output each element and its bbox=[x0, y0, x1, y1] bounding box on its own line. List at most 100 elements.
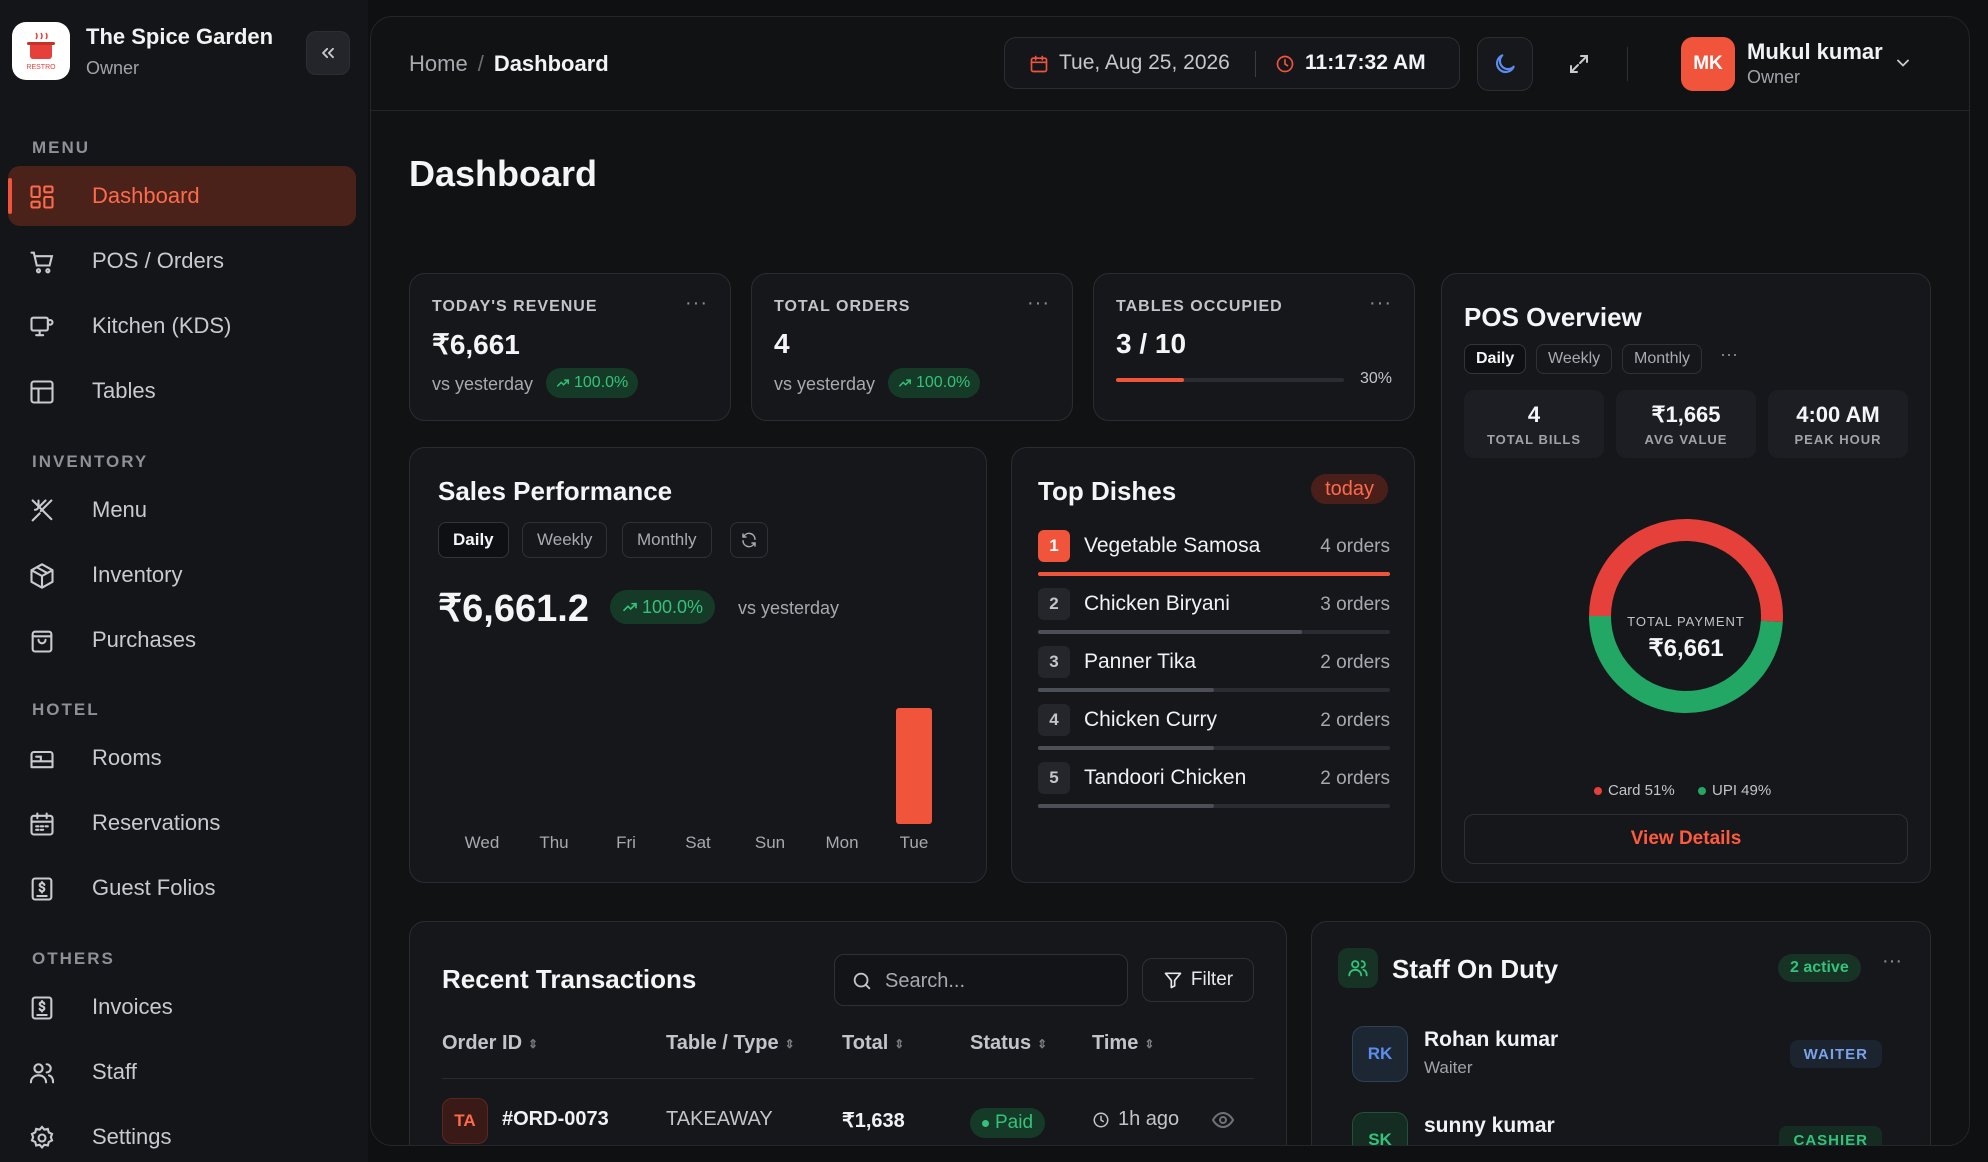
tab-monthly[interactable]: Monthly bbox=[1622, 344, 1703, 374]
donut-center-value: ₹6,661 bbox=[1648, 635, 1723, 662]
collapse-sidebar-button[interactable] bbox=[306, 31, 350, 75]
sales-sub: vs yesterday bbox=[738, 598, 840, 618]
column-header-time[interactable]: Time ⇕ bbox=[1092, 1032, 1155, 1054]
eye-icon[interactable] bbox=[1210, 1108, 1236, 1132]
order-total: ₹1,638 bbox=[842, 1110, 905, 1132]
role-tag: WAITER bbox=[1789, 1040, 1882, 1068]
tab-daily[interactable]: Daily bbox=[1464, 344, 1527, 374]
stat-label: PEAK HOUR bbox=[1794, 432, 1882, 447]
more-options-icon[interactable]: ··· bbox=[1369, 292, 1392, 314]
status-label: Paid bbox=[995, 1112, 1034, 1133]
search-input[interactable] bbox=[885, 967, 1115, 995]
sidebar-item-label: Invoices bbox=[92, 994, 173, 1019]
sidebar-item-kitchen[interactable]: Kitchen (KDS) bbox=[8, 296, 356, 356]
tab-weekly[interactable]: Weekly bbox=[1536, 344, 1613, 374]
active-count-badge: 2 active bbox=[1778, 954, 1861, 982]
legend-upi: UPI 49% bbox=[1698, 782, 1771, 799]
column-header-total[interactable]: Total ⇕ bbox=[842, 1032, 905, 1054]
more-options-icon[interactable]: ··· bbox=[1720, 344, 1738, 364]
clock-icon bbox=[1093, 1112, 1109, 1127]
sidebar-item-pos-orders[interactable]: POS / Orders bbox=[8, 231, 356, 291]
sidebar-item-label: Reservations bbox=[92, 810, 221, 835]
kpi-sub: vs yesterday bbox=[432, 374, 534, 394]
dish-name: Chicken Biryani bbox=[1084, 592, 1230, 615]
more-options-icon[interactable]: ··· bbox=[1027, 292, 1050, 314]
sidebar-item-menu[interactable]: Menu bbox=[8, 480, 356, 540]
sidebar-item-reservations[interactable]: Reservations bbox=[8, 793, 356, 853]
sidebar-item-label: Staff bbox=[92, 1059, 137, 1084]
tab-monthly[interactable]: Monthly bbox=[622, 522, 712, 558]
user-avatar[interactable]: MK bbox=[1681, 37, 1735, 91]
staff-member[interactable]: SK sunny kumar Cashier CASHIER bbox=[1352, 1112, 1882, 1145]
refresh-button[interactable] bbox=[730, 522, 768, 558]
theme-toggle-button[interactable] bbox=[1477, 37, 1533, 91]
x-tick-label: Tue bbox=[900, 833, 929, 852]
sort-icon: ⇕ bbox=[1037, 1036, 1048, 1051]
sidebar-item-dashboard[interactable]: Dashboard bbox=[8, 166, 356, 226]
app-role: Owner bbox=[86, 57, 140, 78]
kpi-sub: vs yesterday bbox=[774, 374, 876, 394]
sort-icon: ⇕ bbox=[528, 1036, 539, 1051]
chevron-down-icon[interactable] bbox=[1893, 53, 1913, 73]
breadcrumb-home[interactable]: Home bbox=[409, 51, 468, 76]
gear-icon bbox=[30, 1125, 54, 1150]
section-label-menu: MENU bbox=[32, 138, 91, 157]
status-dot bbox=[982, 1119, 989, 1127]
dish-orders: 3 orders bbox=[1320, 594, 1390, 615]
bed-icon bbox=[30, 750, 54, 769]
tab-weekly[interactable]: Weekly bbox=[522, 522, 608, 558]
kpi-value: 3 / 10 bbox=[1116, 328, 1187, 359]
app-name: The Spice Garden bbox=[86, 23, 274, 49]
sales-bar-chart: Wed Thu Fri Sat Sun Mon Tue bbox=[465, 708, 932, 852]
staff-member[interactable]: RK Rohan kumar Waiter WAITER bbox=[1352, 1026, 1882, 1086]
stat-value: 4:00 AM bbox=[1796, 402, 1880, 427]
stat-total-bills: 4 TOTAL BILLS bbox=[1464, 390, 1604, 458]
bag-icon bbox=[31, 630, 53, 653]
restaurant-logo: RESTRO bbox=[12, 22, 70, 80]
sidebar-item-settings[interactable]: Settings bbox=[8, 1107, 356, 1162]
trend-up-icon bbox=[899, 379, 911, 387]
dish-share-bar bbox=[1038, 746, 1390, 750]
sidebar-item-tables[interactable]: Tables bbox=[8, 361, 356, 421]
order-id: #ORD-0073 bbox=[502, 1108, 609, 1130]
stat-value: ₹1,665 bbox=[1651, 402, 1721, 427]
staff-header-icon-box bbox=[1338, 948, 1378, 988]
column-header-status[interactable]: Status ⇕ bbox=[970, 1032, 1048, 1054]
sidebar-item-purchases[interactable]: Purchases bbox=[8, 610, 356, 670]
user-name[interactable]: Mukul kumar bbox=[1747, 39, 1883, 64]
fullscreen-button[interactable] bbox=[1551, 37, 1607, 91]
view-details-button[interactable]: View Details bbox=[1464, 814, 1908, 864]
dish-rank: 5 bbox=[1038, 762, 1070, 794]
more-options-icon[interactable]: ··· bbox=[1882, 950, 1902, 972]
dish-item[interactable]: 3 Panner Tika 2 orders bbox=[1038, 646, 1390, 704]
trend-value: 100.0% bbox=[916, 374, 971, 391]
sidebar-item-invoices[interactable]: Invoices bbox=[8, 977, 356, 1037]
more-options-icon[interactable]: ··· bbox=[685, 292, 708, 314]
dish-item[interactable]: 2 Chicken Biryani 3 orders bbox=[1038, 588, 1390, 646]
dish-item[interactable]: 1 Vegetable Samosa 4 orders bbox=[1038, 530, 1390, 588]
sidebar-item-staff[interactable]: Staff bbox=[8, 1042, 356, 1102]
kpi-label: TODAY'S REVENUE bbox=[432, 298, 598, 315]
legend-dot bbox=[1698, 786, 1706, 795]
column-header-order-id[interactable]: Order ID ⇕ bbox=[442, 1032, 539, 1054]
top-bar: Home / Dashboard Tue, Aug 25, 2026 11:17… bbox=[371, 17, 1969, 111]
search-box bbox=[834, 954, 1128, 1006]
x-tick-label: Wed bbox=[465, 833, 500, 852]
card-title: POS Overview bbox=[1464, 302, 1642, 332]
x-tick-label: Sat bbox=[685, 833, 711, 852]
filter-button[interactable]: Filter bbox=[1142, 958, 1254, 1002]
sidebar-item-rooms[interactable]: Rooms bbox=[8, 728, 356, 788]
filter-label: Filter bbox=[1190, 969, 1234, 990]
dish-share-bar bbox=[1038, 630, 1390, 634]
section-label-hotel: HOTEL bbox=[32, 700, 100, 719]
dish-item[interactable]: 5 Tandoori Chicken 2 orders bbox=[1038, 762, 1390, 820]
datetime-divider bbox=[1255, 51, 1256, 77]
column-header-table-type[interactable]: Table / Type ⇕ bbox=[666, 1032, 795, 1054]
sidebar-item-guest-folios[interactable]: Guest Folios bbox=[8, 858, 356, 918]
staff-name: Rohan kumar bbox=[1424, 1028, 1559, 1051]
table-header-divider bbox=[442, 1078, 1254, 1079]
sidebar-item-inventory[interactable]: Inventory bbox=[8, 545, 356, 605]
dish-item[interactable]: 4 Chicken Curry 2 orders bbox=[1038, 704, 1390, 762]
tab-daily[interactable]: Daily bbox=[438, 522, 509, 558]
stat-peak-hour: 4:00 AM PEAK HOUR bbox=[1768, 390, 1908, 458]
